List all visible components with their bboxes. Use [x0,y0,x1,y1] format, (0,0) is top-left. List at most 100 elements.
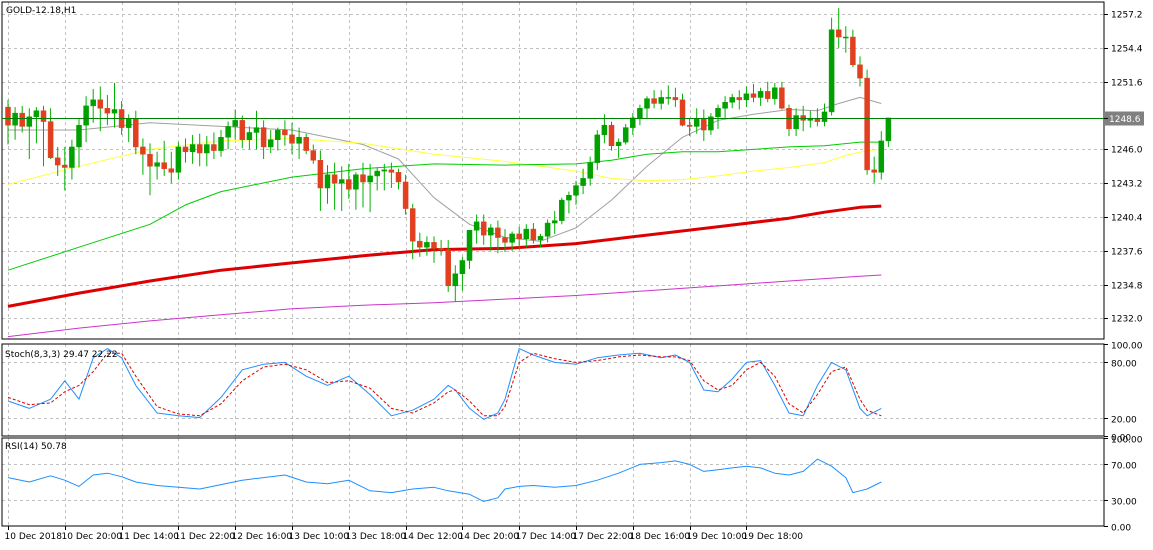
candle-body [594,134,601,163]
panel-rsi [1,437,1105,527]
candle-body [409,208,416,242]
candle-body [800,115,806,121]
candle-body [452,273,459,287]
candle-body [367,175,373,183]
candle-body [196,144,203,154]
x-tick-label: 14 Dec 12:00 [403,532,464,542]
x-tick-label: 11 Dec 14:00 [119,532,180,542]
candle-body [885,117,892,142]
candle-body [324,174,331,189]
candle-body [701,118,707,131]
candle-body [672,97,679,101]
candle-body [473,221,480,231]
candle-body [779,87,785,109]
candle-body [750,93,757,98]
stoch-line [7,348,882,420]
candle-body [395,172,402,183]
candle-body [211,144,217,151]
candle-body [296,137,302,144]
candle-body [161,162,167,169]
x-tick-label: 11 Dec 22:00 [175,532,236,542]
candle-body [502,237,508,243]
x-tick-label: 19 Dec 18:00 [743,532,804,542]
candle-body [857,64,863,79]
candle-body [523,228,530,239]
y-tick-label: 100.00 [1111,436,1143,446]
candle-body [90,99,96,107]
candle-body [459,260,466,275]
stoch-line [7,352,882,417]
candle-body [125,118,132,128]
candle-body [658,97,664,104]
panel-frames [1,1,1105,527]
candle-body [26,116,33,127]
candle-body [495,227,501,238]
candle-body [246,132,253,140]
candle-body [310,150,317,161]
candle-body [40,110,47,122]
candle-body [5,106,11,126]
y-tick-label: 70.00 [1111,462,1137,472]
candle-body [204,144,210,154]
candle-body [445,249,451,287]
y-tick-label: 30.00 [1111,498,1137,508]
y-tick-label: 1234.8 [1111,282,1143,292]
candle-body [551,220,558,224]
x-tick-label: 10 Dec 20:00 [62,532,123,542]
candle-body [353,174,359,190]
current-price-label: 1248.6 [1109,115,1141,125]
candle-body [736,97,743,101]
candle-body [19,112,25,127]
candle-body [793,115,799,130]
current-price: 1248.6 [2,111,1144,126]
candle-body [182,146,189,153]
candle-body [772,87,778,99]
candle-body [168,168,175,173]
candle-body [267,139,274,148]
candle-body [69,146,75,168]
y-tick-label: 1251.6 [1111,79,1143,89]
ma-line [7,204,882,308]
y-tick-label: 80.00 [1111,360,1137,370]
indicators [7,348,882,502]
candle-body [828,29,835,113]
candle-body [807,118,814,121]
candle-body [566,195,572,201]
candle-body [346,179,352,190]
candle-body [374,170,380,177]
candle-body [104,108,111,114]
rsi-title: RSI(14) 50.78 [5,442,67,452]
candle-body [381,169,388,172]
candle-body [544,222,551,237]
candle-body [54,157,61,166]
moving-averages [7,96,882,338]
candle-body [757,91,764,98]
candle-body [608,124,615,146]
candle-body [850,36,856,66]
candle-body [622,127,629,143]
candle-body [154,162,160,167]
candle-body [282,129,288,136]
candle-body [147,153,153,167]
panel-stoch [1,343,1105,437]
candle-body [33,110,40,117]
candle-body [260,127,267,148]
stoch-title: Stoch(8,3,3) 29.47 22.22 [5,350,118,360]
x-tick-label: 18 Dec 16:00 [630,532,691,542]
candle-body [360,174,366,183]
candle-body [665,97,672,99]
candle-body [47,121,54,159]
candle-body [686,124,693,127]
y-tick-label: 1246.0 [1111,146,1143,156]
ma-line [7,141,882,271]
candle-body [225,126,231,138]
candle-body [62,164,68,168]
x-tick-label: 12 Dec 16:00 [232,532,293,542]
rsi-line [7,458,882,502]
candle-body [12,112,18,126]
symbol-label: GOLD-12.18,H1 [6,6,76,16]
candle-body [253,127,260,133]
candle-body [722,102,728,109]
